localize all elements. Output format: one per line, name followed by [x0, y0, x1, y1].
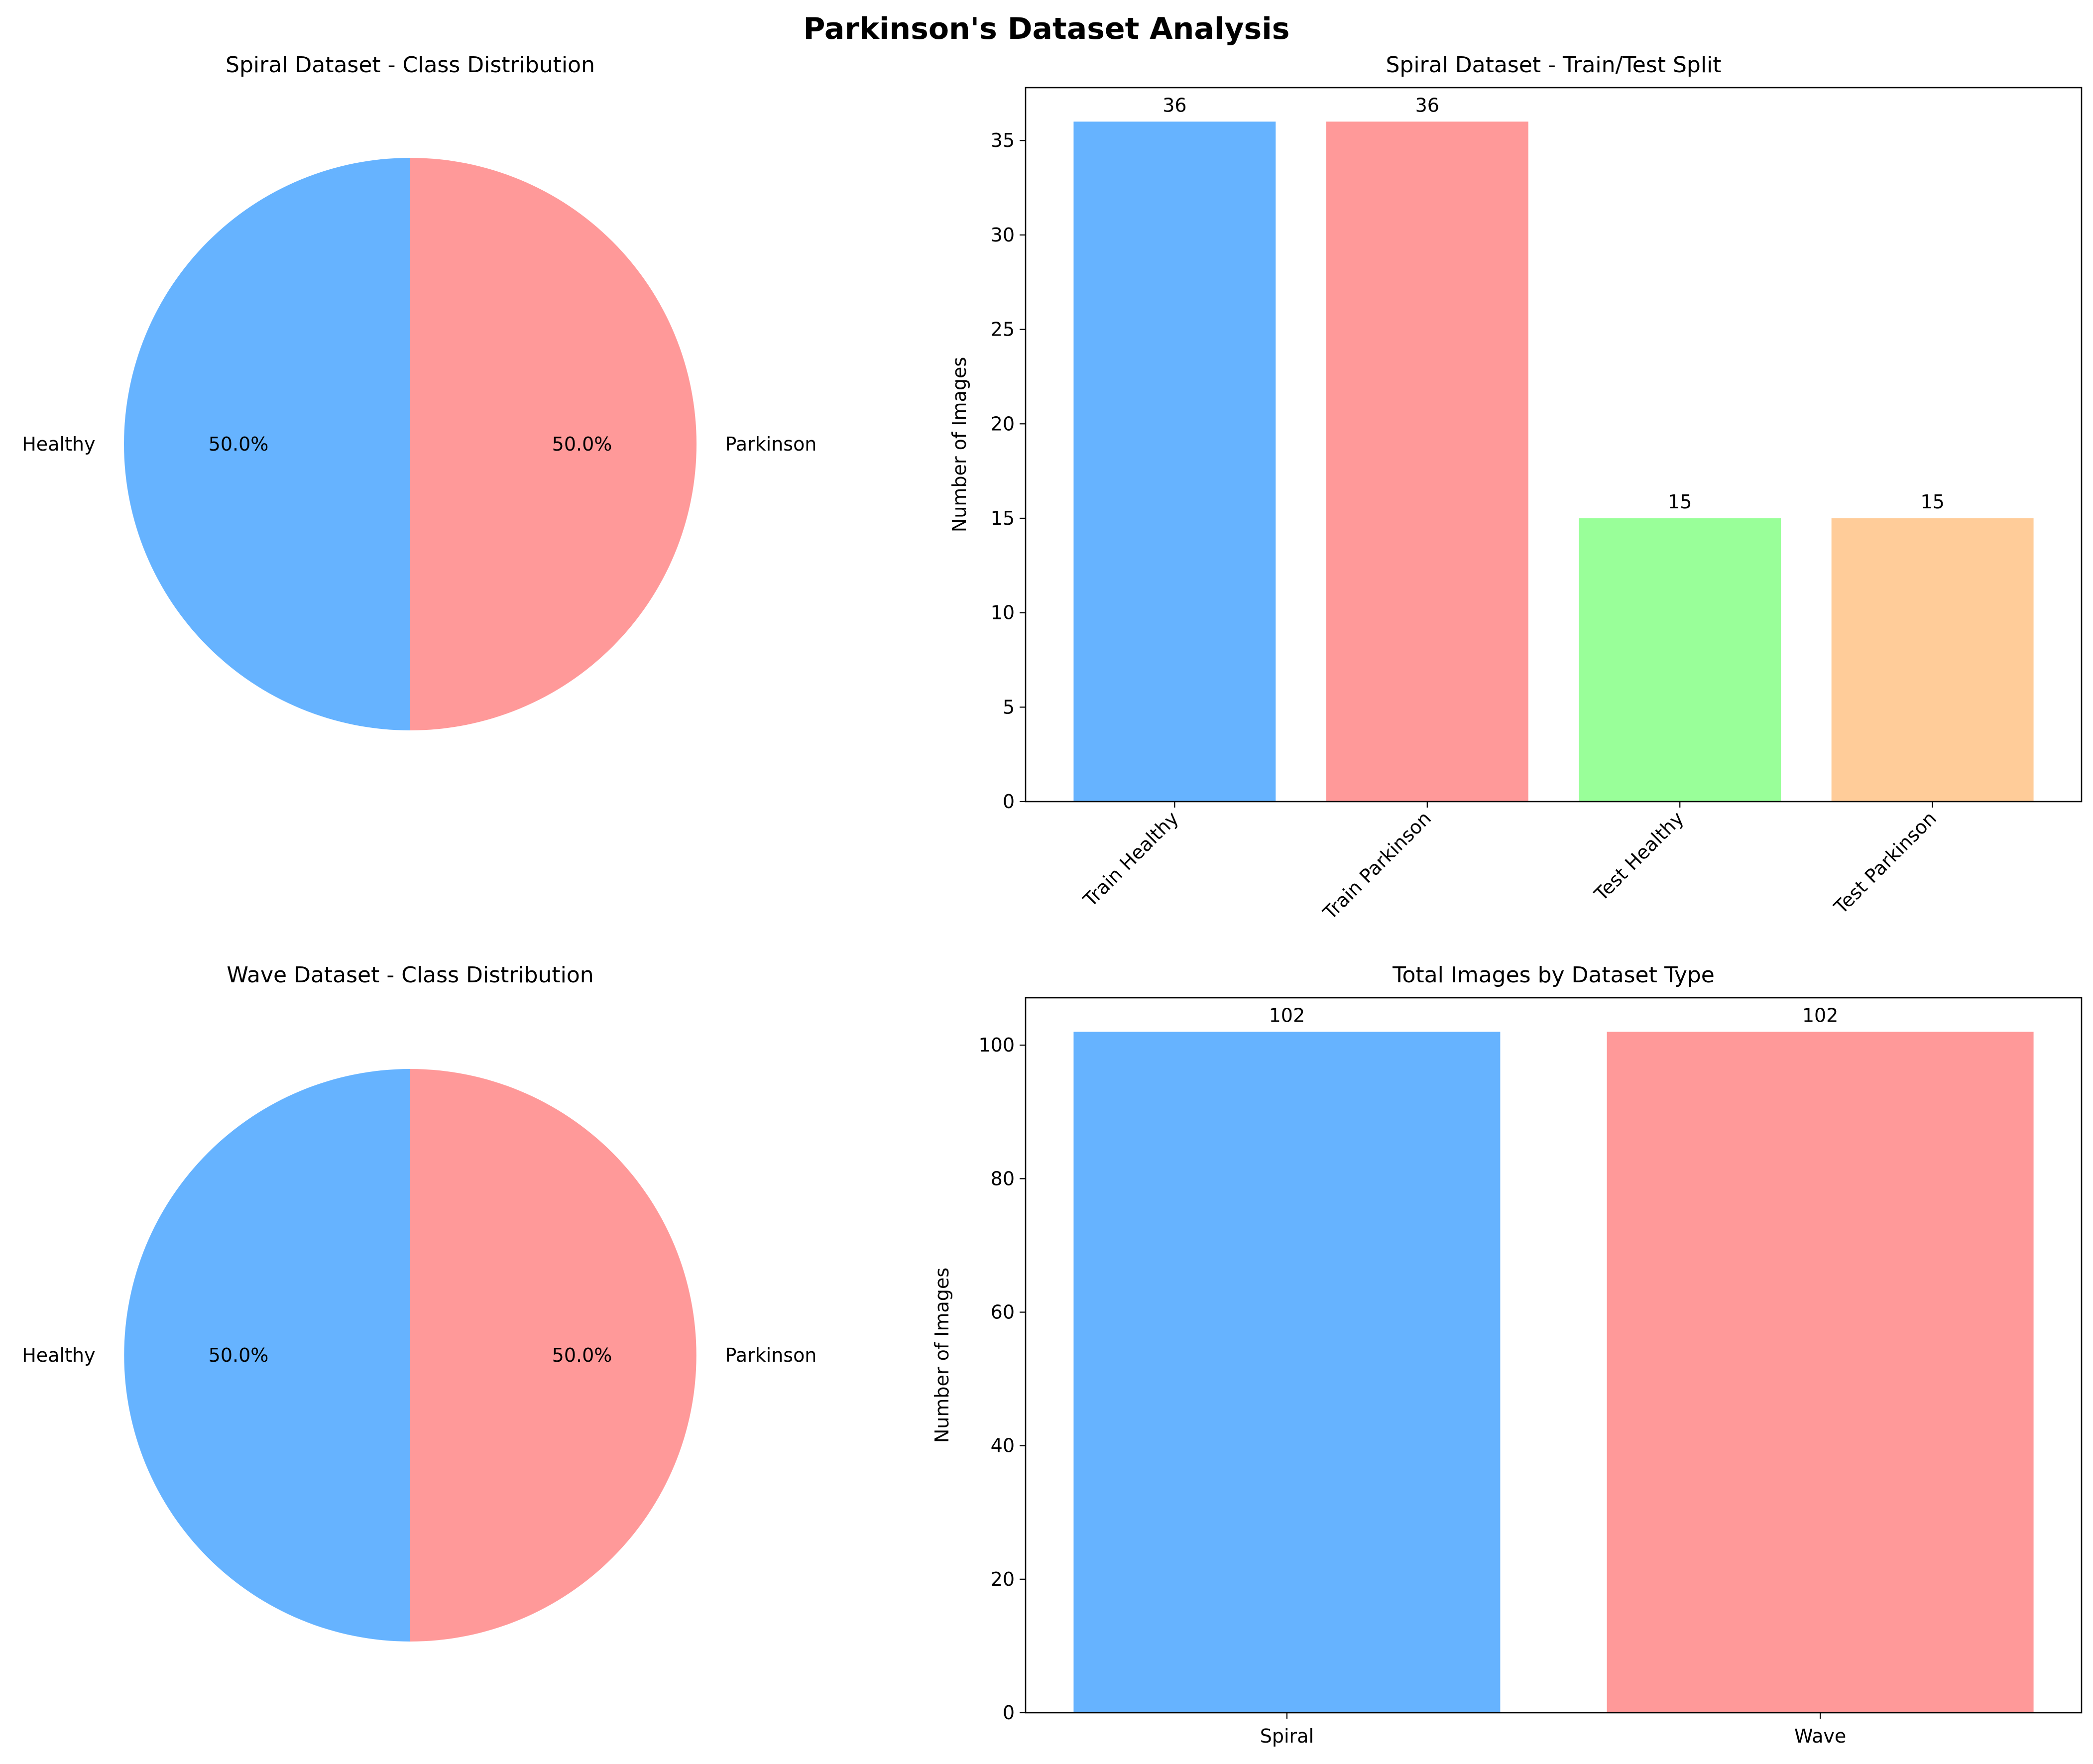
pie-label-parkinson: Parkinson	[725, 433, 817, 455]
plot-area-frame	[1025, 997, 2083, 1714]
pie-slice-healthy	[124, 158, 410, 730]
total-images-by-dataset-type-bar-chart: Total Images by Dataset Type 102 102 0 20 40 6…	[931, 962, 2083, 1747]
pie-percent-healthy: 50.0%	[209, 433, 269, 455]
bar-test-parkinson	[1831, 518, 2034, 802]
y-tick-label: 5	[1003, 696, 1015, 718]
bar-value-label-test-parkinson: 15	[1920, 491, 1944, 513]
bar-value-label-train-parkinson: 36	[1415, 94, 1439, 116]
pie-label-healthy: Healthy	[22, 1344, 95, 1366]
bar-train-parkinson	[1326, 121, 1528, 802]
bar-test-healthy	[1579, 518, 1781, 802]
bar-value-label-test-healthy: 15	[1668, 491, 1692, 513]
pie-slice-parkinson	[410, 158, 697, 730]
figure-title: Parkinson's Dataset Analysis	[804, 11, 1290, 46]
bar-chart-title: Total Images by Dataset Type	[1392, 962, 1715, 988]
y-axis-label: Number of Images	[931, 1268, 953, 1443]
spiral-class-distribution-pie: Spiral Dataset - Class Distribution Healt…	[22, 52, 816, 730]
pie-percent-parkinson: 50.0%	[552, 433, 612, 455]
x-tick-label-spiral: Spiral	[1260, 1725, 1314, 1747]
pie-slice-healthy	[124, 1069, 410, 1642]
bar-value-label-wave: 102	[1802, 1004, 1839, 1026]
y-axis-label: Number of Images	[948, 357, 970, 532]
bar-chart-title: Spiral Dataset - Train/Test Split	[1386, 52, 1721, 78]
y-tick-label: 0	[1003, 1702, 1015, 1724]
y-tick-label: 80	[991, 1168, 1015, 1189]
bar-train-healthy	[1073, 121, 1276, 802]
y-tick-label: 60	[991, 1301, 1015, 1323]
bar-value-label-spiral: 102	[1269, 1004, 1305, 1026]
x-tick-label-wave: Wave	[1794, 1725, 1846, 1747]
pie-label-parkinson: Parkinson	[725, 1344, 817, 1366]
bar-wave	[1607, 1032, 2034, 1713]
wave-class-distribution-pie: Wave Dataset - Class Distribution Healthy…	[22, 962, 816, 1642]
y-tick-label: 30	[991, 224, 1015, 246]
pie-label-healthy: Healthy	[22, 433, 95, 455]
y-tick-label: 35	[991, 129, 1015, 151]
y-tick-label: 40	[991, 1435, 1015, 1457]
y-tick-label: 100	[978, 1034, 1015, 1056]
pie-percent-parkinson: 50.0%	[552, 1344, 612, 1366]
pie-percent-healthy: 50.0%	[209, 1344, 269, 1366]
y-tick-label: 15	[991, 507, 1015, 529]
pie-title: Wave Dataset - Class Distribution	[227, 962, 593, 988]
y-tick-label: 20	[991, 413, 1015, 435]
plot-area-frame	[1025, 87, 2083, 803]
bar-spiral	[1073, 1032, 1501, 1713]
y-tick-label: 20	[991, 1568, 1015, 1590]
pie-title: Spiral Dataset - Class Distribution	[226, 52, 595, 78]
bar-value-label-train-healthy: 36	[1163, 94, 1186, 116]
y-tick-label: 10	[991, 602, 1015, 624]
pie-slice-parkinson	[410, 1069, 697, 1642]
y-tick-label: 25	[991, 319, 1015, 341]
y-tick-label: 0	[1003, 791, 1015, 813]
